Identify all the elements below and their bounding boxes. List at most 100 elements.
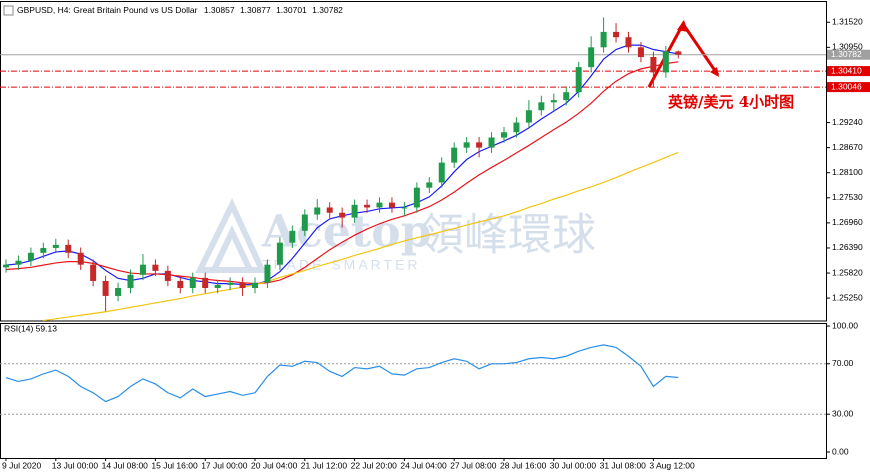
candle-body: [301, 214, 308, 231]
candle-body: [65, 244, 72, 253]
candle-body: [52, 244, 59, 248]
candle-body: [227, 282, 234, 285]
arrow-heads: [677, 20, 719, 77]
x-tick-label: 9 Jul 2020: [2, 460, 41, 470]
candle-body: [438, 162, 445, 183]
rsi-title: RSI(14) 59.13: [4, 323, 57, 333]
watermark-slogan: TRADE SMARTER: [262, 257, 421, 273]
logo: [195, 198, 267, 273]
header-icon: [3, 5, 14, 16]
candle-body: [426, 182, 433, 188]
candle-body: [675, 51, 682, 55]
y-tick-label: 1.25250: [832, 292, 863, 302]
candle-body: [3, 264, 9, 268]
x-tick-label: 15 Jul 16:00: [151, 460, 198, 470]
candle-body: [613, 31, 620, 38]
candle-body: [413, 187, 420, 208]
rsi-tick-label: 30.00: [832, 408, 854, 418]
annotation: 英镑/美元 4小时图: [668, 93, 794, 111]
y-tick-label: 1.31520: [832, 16, 863, 26]
candle-body: [90, 264, 97, 281]
x-tick-label: 31 Jul 08:00: [600, 460, 647, 470]
candle-body: [650, 57, 657, 73]
candle-body: [563, 92, 570, 101]
level-label: 1.30410: [831, 65, 862, 75]
x-tick-label: 30 Jul 00:00: [550, 460, 597, 470]
candle-body: [264, 264, 271, 283]
candle-body: [401, 207, 408, 209]
main-pane: [0, 1, 827, 322]
candle-body: [239, 282, 246, 288]
rsi-tick-label: 100.00: [832, 320, 858, 330]
rsi-tick-label: 70.00: [832, 358, 854, 368]
y-tick-label: 1.28670: [832, 142, 863, 152]
candle-body: [463, 142, 470, 148]
candle-body: [152, 264, 159, 271]
header-low: 1.30701: [276, 5, 307, 15]
rsi-tick-label: 0.00: [832, 446, 849, 456]
price-label-box: [827, 49, 870, 60]
candle-body: [538, 102, 545, 111]
candle-body: [139, 264, 146, 275]
candle-body: [15, 260, 22, 265]
header-high: 1.30877: [240, 5, 271, 15]
moving-average: [43, 151, 679, 322]
candle-body: [513, 122, 520, 133]
candle-body: [451, 147, 458, 163]
header-close: 1.30782: [312, 5, 343, 15]
candle-body: [575, 67, 582, 93]
chart-title: GBPUSD, H4: Great Britain Pound vs US Do…: [17, 5, 198, 15]
x-tick-label: 13 Jul 00:00: [52, 460, 99, 470]
x-tick-label: 28 Jul 16:00: [500, 460, 547, 470]
candle-body: [388, 202, 395, 208]
moving-average: [5, 61, 679, 285]
candle-body: [364, 204, 371, 208]
level-label-box: [827, 66, 870, 77]
y-tick-label: 1.29240: [832, 117, 863, 127]
level-label: 1.30046: [831, 81, 862, 91]
x-tick-label: 17 Jul 00:00: [201, 460, 248, 470]
y-tick-label: 1.25820: [832, 267, 863, 277]
level-label-box: [827, 82, 870, 93]
candle-body: [40, 247, 47, 253]
watermark-brand-cn: 領峰環球: [420, 210, 596, 261]
watermark-brand: Acetop: [261, 207, 431, 258]
candle-body: [177, 280, 184, 288]
candle-body: [314, 207, 321, 215]
rsi-pane: [0, 323, 827, 459]
rsi-line: [5, 344, 679, 403]
candle-body: [525, 110, 532, 123]
candle-body: [376, 202, 383, 208]
x-tick-label: 3 Aug 12:00: [649, 460, 695, 470]
x-tick-label: 22 Jul 20:00: [351, 460, 398, 470]
x-tick-label: 14 Jul 08:00: [102, 460, 149, 470]
candle-body: [102, 280, 109, 296]
y-tick-label: 1.26390: [832, 242, 863, 252]
candle-body: [77, 252, 84, 265]
x-tick-label: 21 Jul 12:00: [301, 460, 348, 470]
candle-body: [276, 242, 283, 265]
candle-body: [600, 31, 607, 48]
candle-body: [662, 51, 669, 73]
candle-body: [289, 230, 296, 243]
x-tick-label: 24 Jul 04:00: [400, 460, 447, 470]
y-tick-label: 1.30950: [832, 42, 863, 52]
candle-body: [476, 142, 483, 148]
candle-body: [637, 47, 644, 57]
candle-body: [625, 37, 632, 48]
candle-body: [202, 277, 209, 288]
y-tick-label: 1.26960: [832, 217, 863, 227]
candle-body: [115, 288, 122, 296]
candle-body: [339, 212, 346, 218]
candle-body: [252, 282, 258, 288]
candle-body: [351, 204, 358, 218]
candle-body: [501, 132, 507, 138]
candle-body: [164, 270, 171, 281]
price-label: 1.30782: [831, 49, 862, 59]
candle-body: [488, 137, 495, 148]
candle-body: [326, 207, 333, 213]
candle-body: [550, 100, 557, 103]
candle-body: [189, 277, 196, 288]
